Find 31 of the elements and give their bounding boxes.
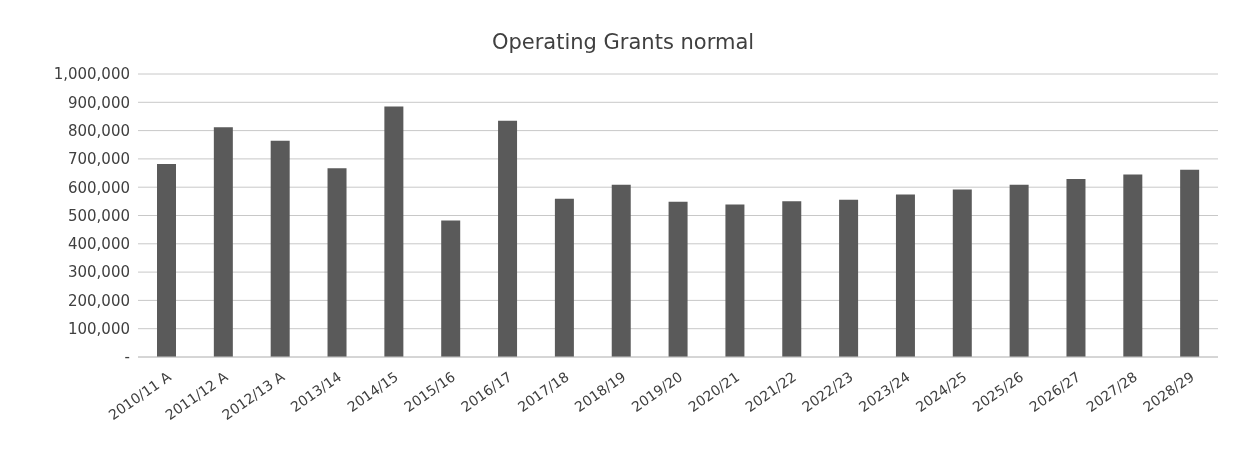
bar xyxy=(952,189,972,357)
y-tick-label: 600,000 xyxy=(67,178,130,197)
y-tick-label: 900,000 xyxy=(67,93,130,112)
bar xyxy=(157,163,176,357)
bar xyxy=(1009,184,1029,357)
bar xyxy=(270,140,290,357)
bar xyxy=(668,201,688,357)
bar xyxy=(441,220,461,357)
bar xyxy=(384,106,404,357)
bar xyxy=(1066,178,1086,357)
y-tick-label: 200,000 xyxy=(67,291,130,310)
y-tick-label: 800,000 xyxy=(67,121,130,140)
y-tick-label: - xyxy=(124,348,130,367)
bar xyxy=(895,194,915,357)
y-tick-label: 100,000 xyxy=(67,320,130,339)
bar xyxy=(839,199,859,357)
chart-title: Operating Grants normal xyxy=(490,30,756,56)
y-tick-label: 700,000 xyxy=(67,150,130,169)
bar xyxy=(782,201,802,357)
y-tick-label: 400,000 xyxy=(67,235,130,254)
bar xyxy=(327,168,347,357)
bar xyxy=(1180,169,1200,357)
bar xyxy=(213,127,233,357)
y-tick-label: 300,000 xyxy=(67,263,130,282)
bar xyxy=(725,204,745,357)
bar xyxy=(1123,174,1143,357)
bar xyxy=(498,120,518,357)
y-tick-label: 500,000 xyxy=(67,206,130,225)
bar xyxy=(611,184,631,357)
y-tick-label: 1,000,000 xyxy=(53,65,130,84)
bar xyxy=(554,198,574,357)
